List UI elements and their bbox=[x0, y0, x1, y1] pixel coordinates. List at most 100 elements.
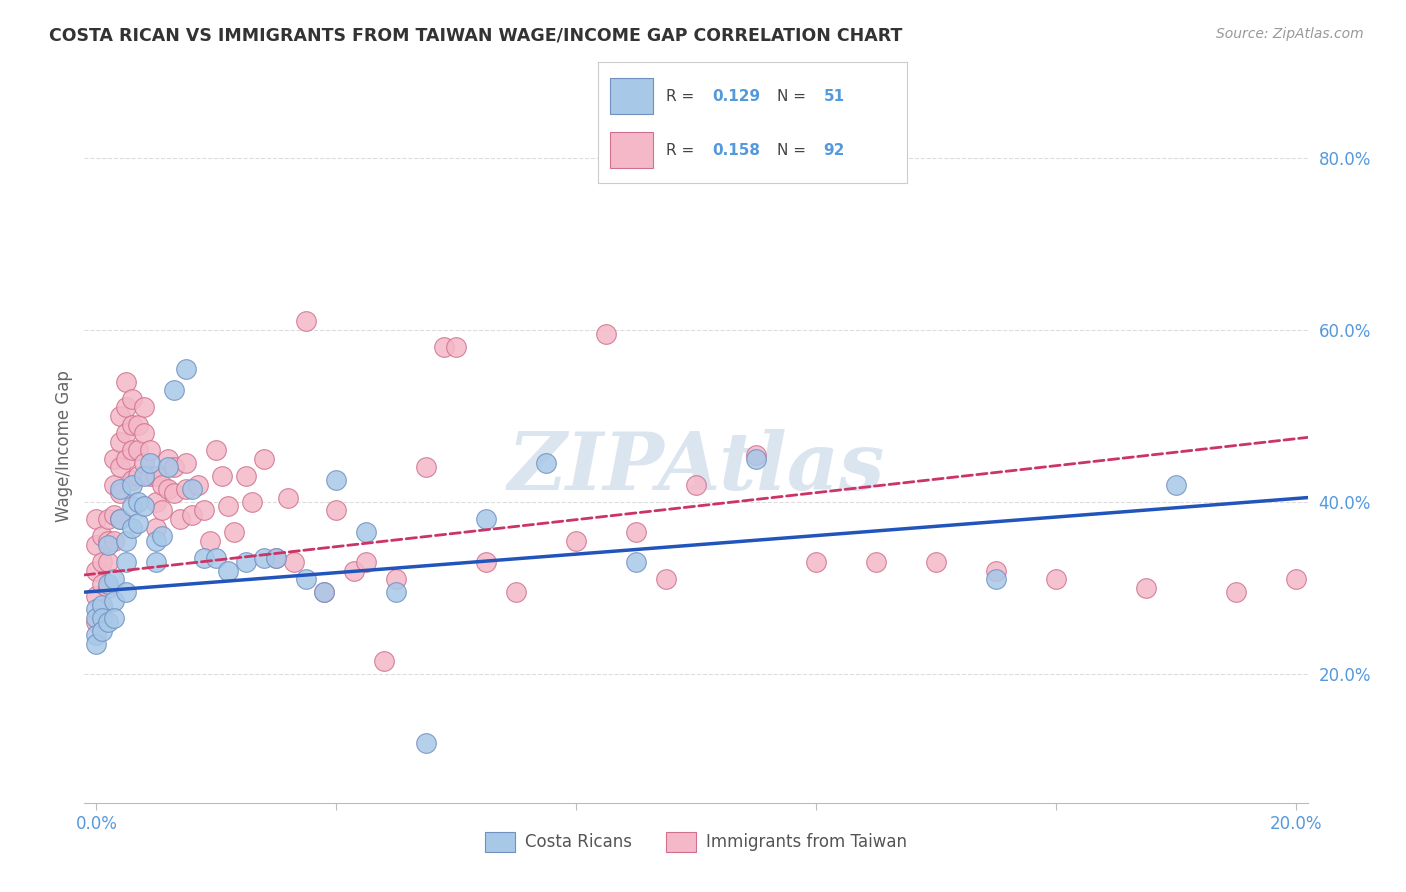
Text: R =: R = bbox=[665, 143, 699, 158]
Text: N =: N = bbox=[778, 88, 811, 103]
Point bbox=[163, 460, 186, 475]
Point bbox=[97, 533, 120, 548]
Point bbox=[1164, 477, 1187, 491]
Point bbox=[343, 564, 366, 578]
Point bbox=[103, 451, 125, 466]
Point bbox=[283, 555, 305, 569]
Point bbox=[103, 593, 125, 607]
Point bbox=[121, 521, 143, 535]
Point bbox=[174, 361, 197, 376]
Point bbox=[415, 460, 437, 475]
Point bbox=[86, 611, 108, 625]
Point bbox=[655, 572, 678, 586]
Point bbox=[91, 602, 114, 616]
Point bbox=[97, 555, 120, 569]
Point bbox=[139, 443, 162, 458]
Point bbox=[115, 401, 138, 415]
Point bbox=[110, 482, 132, 496]
Point bbox=[314, 585, 336, 599]
Point bbox=[115, 555, 138, 569]
Point bbox=[354, 524, 377, 539]
Point bbox=[925, 555, 948, 569]
Point bbox=[314, 585, 336, 599]
Bar bbox=[610, 78, 654, 114]
Point bbox=[444, 340, 467, 354]
Point bbox=[134, 456, 156, 470]
Point bbox=[86, 538, 108, 552]
Point bbox=[475, 512, 498, 526]
Point bbox=[157, 451, 180, 466]
Point bbox=[217, 499, 239, 513]
Point bbox=[505, 585, 527, 599]
Point bbox=[534, 456, 557, 470]
Point bbox=[253, 451, 276, 466]
Point bbox=[1405, 598, 1406, 612]
Point bbox=[1045, 572, 1067, 586]
Legend: Costa Ricans, Immigrants from Taiwan: Costa Ricans, Immigrants from Taiwan bbox=[478, 825, 914, 859]
Point bbox=[121, 417, 143, 432]
Point bbox=[121, 474, 143, 488]
Point bbox=[121, 499, 143, 513]
Point bbox=[205, 443, 228, 458]
Point bbox=[157, 460, 180, 475]
Point bbox=[624, 555, 647, 569]
Point bbox=[115, 585, 138, 599]
Point bbox=[145, 495, 167, 509]
Point bbox=[127, 516, 149, 531]
Point bbox=[139, 469, 162, 483]
Point bbox=[110, 409, 132, 423]
Point bbox=[193, 550, 215, 565]
Point bbox=[110, 512, 132, 526]
Point bbox=[134, 469, 156, 483]
Point bbox=[115, 426, 138, 441]
Point bbox=[565, 533, 588, 548]
Point bbox=[193, 503, 215, 517]
Point bbox=[1344, 590, 1367, 604]
Point bbox=[804, 555, 827, 569]
Point bbox=[110, 434, 132, 449]
Point bbox=[624, 524, 647, 539]
Point bbox=[865, 555, 887, 569]
Point bbox=[385, 572, 408, 586]
Point bbox=[103, 533, 125, 548]
Point bbox=[91, 555, 114, 569]
Text: Source: ZipAtlas.com: Source: ZipAtlas.com bbox=[1216, 27, 1364, 41]
Text: COSTA RICAN VS IMMIGRANTS FROM TAIWAN WAGE/INCOME GAP CORRELATION CHART: COSTA RICAN VS IMMIGRANTS FROM TAIWAN WA… bbox=[49, 27, 903, 45]
Point bbox=[264, 550, 287, 565]
Point bbox=[139, 456, 162, 470]
Point bbox=[103, 508, 125, 522]
Point bbox=[110, 460, 132, 475]
Point bbox=[145, 521, 167, 535]
Point bbox=[169, 512, 191, 526]
Point bbox=[325, 503, 347, 517]
Point bbox=[121, 392, 143, 406]
Point bbox=[264, 550, 287, 565]
Point bbox=[115, 451, 138, 466]
Point bbox=[354, 555, 377, 569]
Point bbox=[110, 512, 132, 526]
Point bbox=[91, 529, 114, 543]
Point bbox=[200, 533, 222, 548]
Point bbox=[187, 477, 209, 491]
Point bbox=[373, 654, 395, 668]
Point bbox=[110, 486, 132, 500]
Point bbox=[127, 469, 149, 483]
Bar bbox=[610, 132, 654, 169]
Point bbox=[91, 611, 114, 625]
Point bbox=[224, 524, 246, 539]
Point bbox=[475, 555, 498, 569]
Point bbox=[150, 503, 173, 517]
Point bbox=[984, 564, 1007, 578]
Point bbox=[205, 550, 228, 565]
Point bbox=[150, 477, 173, 491]
Point bbox=[163, 383, 186, 397]
Point bbox=[150, 529, 173, 543]
Point bbox=[145, 555, 167, 569]
Point bbox=[121, 443, 143, 458]
Point bbox=[1225, 585, 1247, 599]
Point bbox=[174, 456, 197, 470]
Point bbox=[97, 615, 120, 630]
Point bbox=[134, 426, 156, 441]
Point bbox=[86, 637, 108, 651]
Point bbox=[115, 533, 138, 548]
